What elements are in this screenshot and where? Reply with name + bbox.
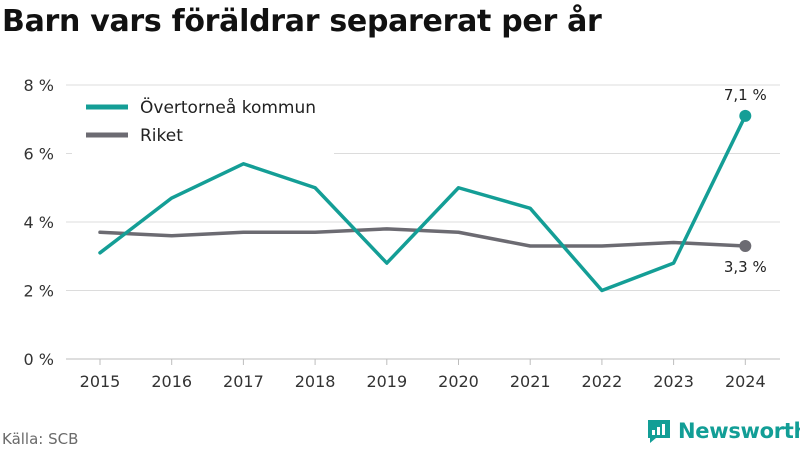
x-tick-label: 2016 (151, 372, 192, 391)
y-tick-label: 2 % (24, 282, 54, 301)
x-tick-label: 2023 (653, 372, 694, 391)
end-value-label: 7,1 % (724, 86, 767, 104)
end-value-label: 3,3 % (724, 258, 767, 276)
brand-logo: Newsworthy (646, 418, 800, 444)
y-tick-label: 6 % (24, 145, 54, 164)
x-tick-label: 2022 (582, 372, 623, 391)
y-tick-label: 0 % (24, 350, 54, 369)
y-tick-label: 4 % (24, 213, 54, 232)
chart-title: Barn vars föräldrar separerat per år (2, 4, 602, 39)
x-tick-label: 2019 (366, 372, 407, 391)
end-point-marker (739, 239, 752, 252)
legend-label: Övertorneå kommun (140, 96, 316, 118)
legend-background (72, 92, 334, 156)
x-tick-label: 2015 (80, 372, 121, 391)
brand-name: Newsworthy (678, 419, 800, 443)
x-tick-label: 2018 (295, 372, 336, 391)
x-tick-label: 2024 (725, 372, 766, 391)
series-line (98, 114, 748, 293)
legend-label: Riket (140, 126, 183, 146)
x-tick-label: 2017 (223, 372, 264, 391)
newsworthy-logo-icon (648, 420, 670, 443)
source-note: Källa: SCB (2, 430, 79, 448)
x-tick-label: 2021 (510, 372, 551, 391)
end-point-marker (739, 109, 752, 122)
y-tick-label: 8 % (24, 76, 54, 95)
x-tick-label: 2020 (438, 372, 479, 391)
series-line (98, 227, 748, 248)
